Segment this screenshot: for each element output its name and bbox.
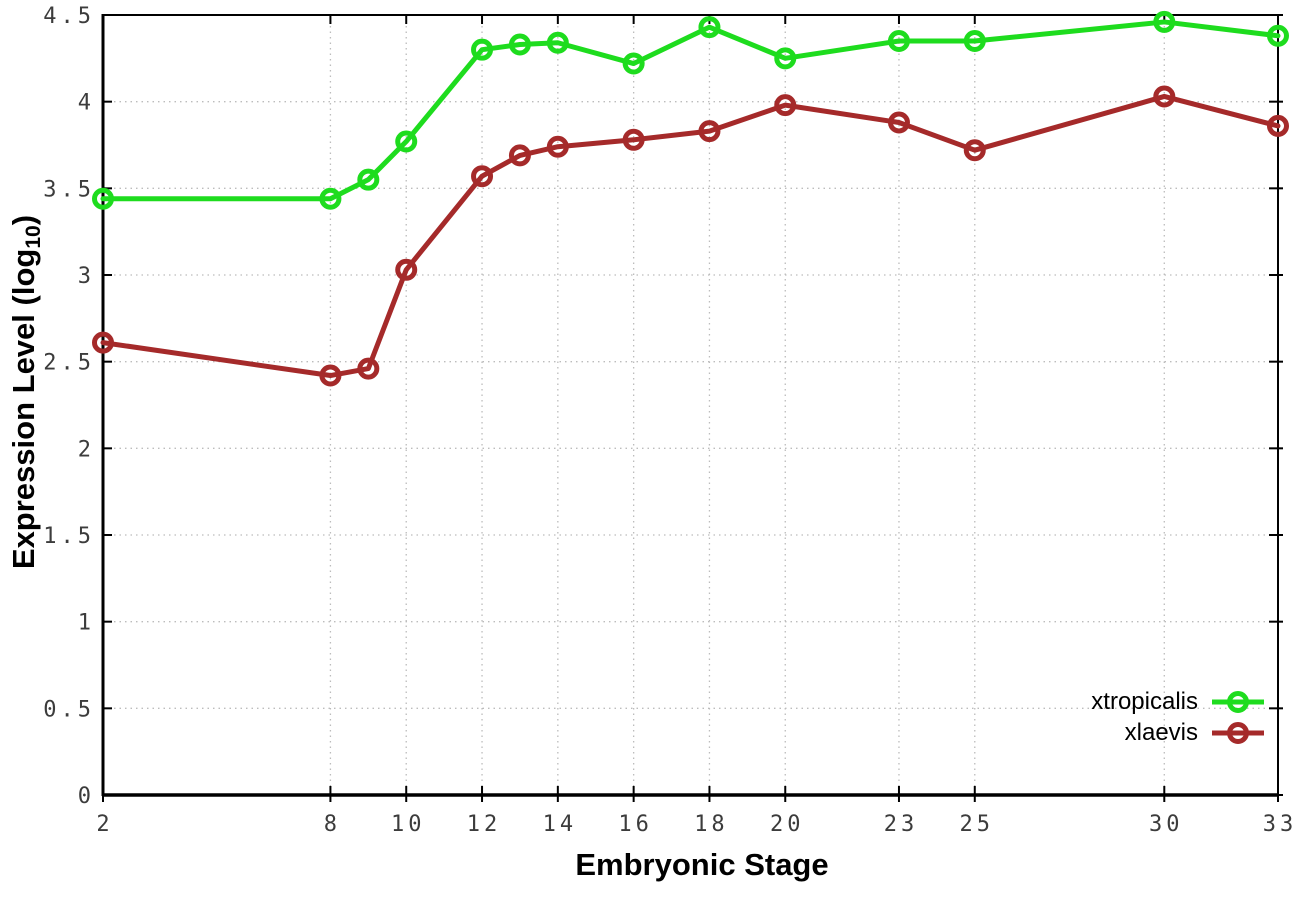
x-axis-label: Embryonic Stage — [575, 847, 829, 882]
x-tick-label: 20 — [770, 812, 805, 837]
data-point-xtropicalis-10 — [395, 130, 418, 153]
data-point-xlaevis-10 — [395, 258, 418, 281]
data-point-xtropicalis-14 — [546, 31, 569, 54]
data-point-xtropicalis-12 — [471, 38, 494, 61]
x-tick-label: 33 — [1263, 812, 1296, 837]
series-line-xtropicalis — [100, 19, 1281, 202]
data-point-xlaevis-13 — [508, 144, 531, 167]
data-point-xlaevis-2 — [92, 331, 114, 354]
data-point-xlaevis-8 — [319, 364, 342, 387]
data-point-xtropicalis-8 — [319, 187, 342, 210]
y-tick-label: 0.5 — [43, 697, 95, 722]
y-tick-label: 4 — [78, 91, 95, 116]
data-point-xlaevis-20 — [774, 94, 797, 117]
y-tick-label: 1.5 — [43, 524, 95, 549]
x-tick-label: 30 — [1149, 812, 1184, 837]
legend-marker-icon — [1212, 690, 1264, 713]
legend-label: xlaevis — [1124, 718, 1198, 746]
data-point-xlaevis-18 — [698, 120, 721, 143]
x-tick-label: 10 — [391, 812, 426, 837]
y-axis-label-subscript: 10 — [21, 225, 45, 249]
y-tick-label: 2.5 — [43, 351, 95, 376]
data-point-xlaevis-14 — [546, 135, 569, 158]
data-point-xtropicalis-9 — [357, 168, 380, 191]
x-tick-label: 16 — [618, 812, 653, 837]
legend-item-xlaevis: xlaevis — [1125, 717, 1266, 748]
data-point-xlaevis-23 — [887, 111, 910, 134]
x-tick-label: 18 — [694, 812, 729, 837]
data-point-xtropicalis-33 — [1267, 24, 1289, 47]
data-point-xlaevis-16 — [622, 128, 645, 151]
y-tick-label: 0 — [78, 784, 95, 809]
series-line-xlaevis — [100, 93, 1281, 379]
legend-item-xtropicalis: xtropicalis — [1091, 686, 1266, 717]
x-tick-label: 14 — [543, 812, 578, 837]
data-point-xlaevis-33 — [1267, 114, 1289, 137]
data-point-xtropicalis-2 — [92, 187, 114, 210]
y-tick-label: 3.5 — [43, 177, 95, 202]
y-axis-label-text: Expression Level (log — [6, 248, 42, 570]
y-tick-label: 1 — [78, 611, 95, 636]
x-tick-label: 25 — [960, 812, 995, 837]
x-tick-label: 8 — [324, 812, 341, 837]
data-point-xtropicalis-25 — [963, 30, 986, 52]
data-point-xlaevis-25 — [963, 139, 986, 162]
y-tick-label: 2 — [78, 437, 95, 462]
x-tick-label: 12 — [467, 812, 502, 837]
data-point-xlaevis-9 — [357, 357, 380, 380]
data-point-xlaevis-12 — [471, 165, 494, 188]
y-tick-label: 4.5 — [43, 4, 95, 29]
legend-label: xtropicalis — [1091, 687, 1198, 715]
data-point-xlaevis-30 — [1153, 85, 1176, 108]
x-tick-label: 2 — [96, 812, 113, 837]
data-point-xtropicalis-16 — [622, 52, 645, 75]
y-tick-label: 3 — [78, 264, 95, 289]
data-point-xtropicalis-20 — [774, 47, 797, 70]
data-point-xtropicalis-23 — [887, 30, 910, 52]
data-point-xtropicalis-30 — [1153, 10, 1176, 33]
y-axis-label: Expression Level (log10) — [6, 215, 46, 569]
data-point-xtropicalis-18 — [698, 16, 721, 39]
data-point-xtropicalis-13 — [508, 33, 531, 56]
legend-marker-icon — [1212, 721, 1264, 744]
y-axis-label-suffix: ) — [6, 214, 42, 226]
x-tick-label: 23 — [884, 812, 919, 837]
legend: xtropicalis xlaevis — [1091, 686, 1266, 748]
